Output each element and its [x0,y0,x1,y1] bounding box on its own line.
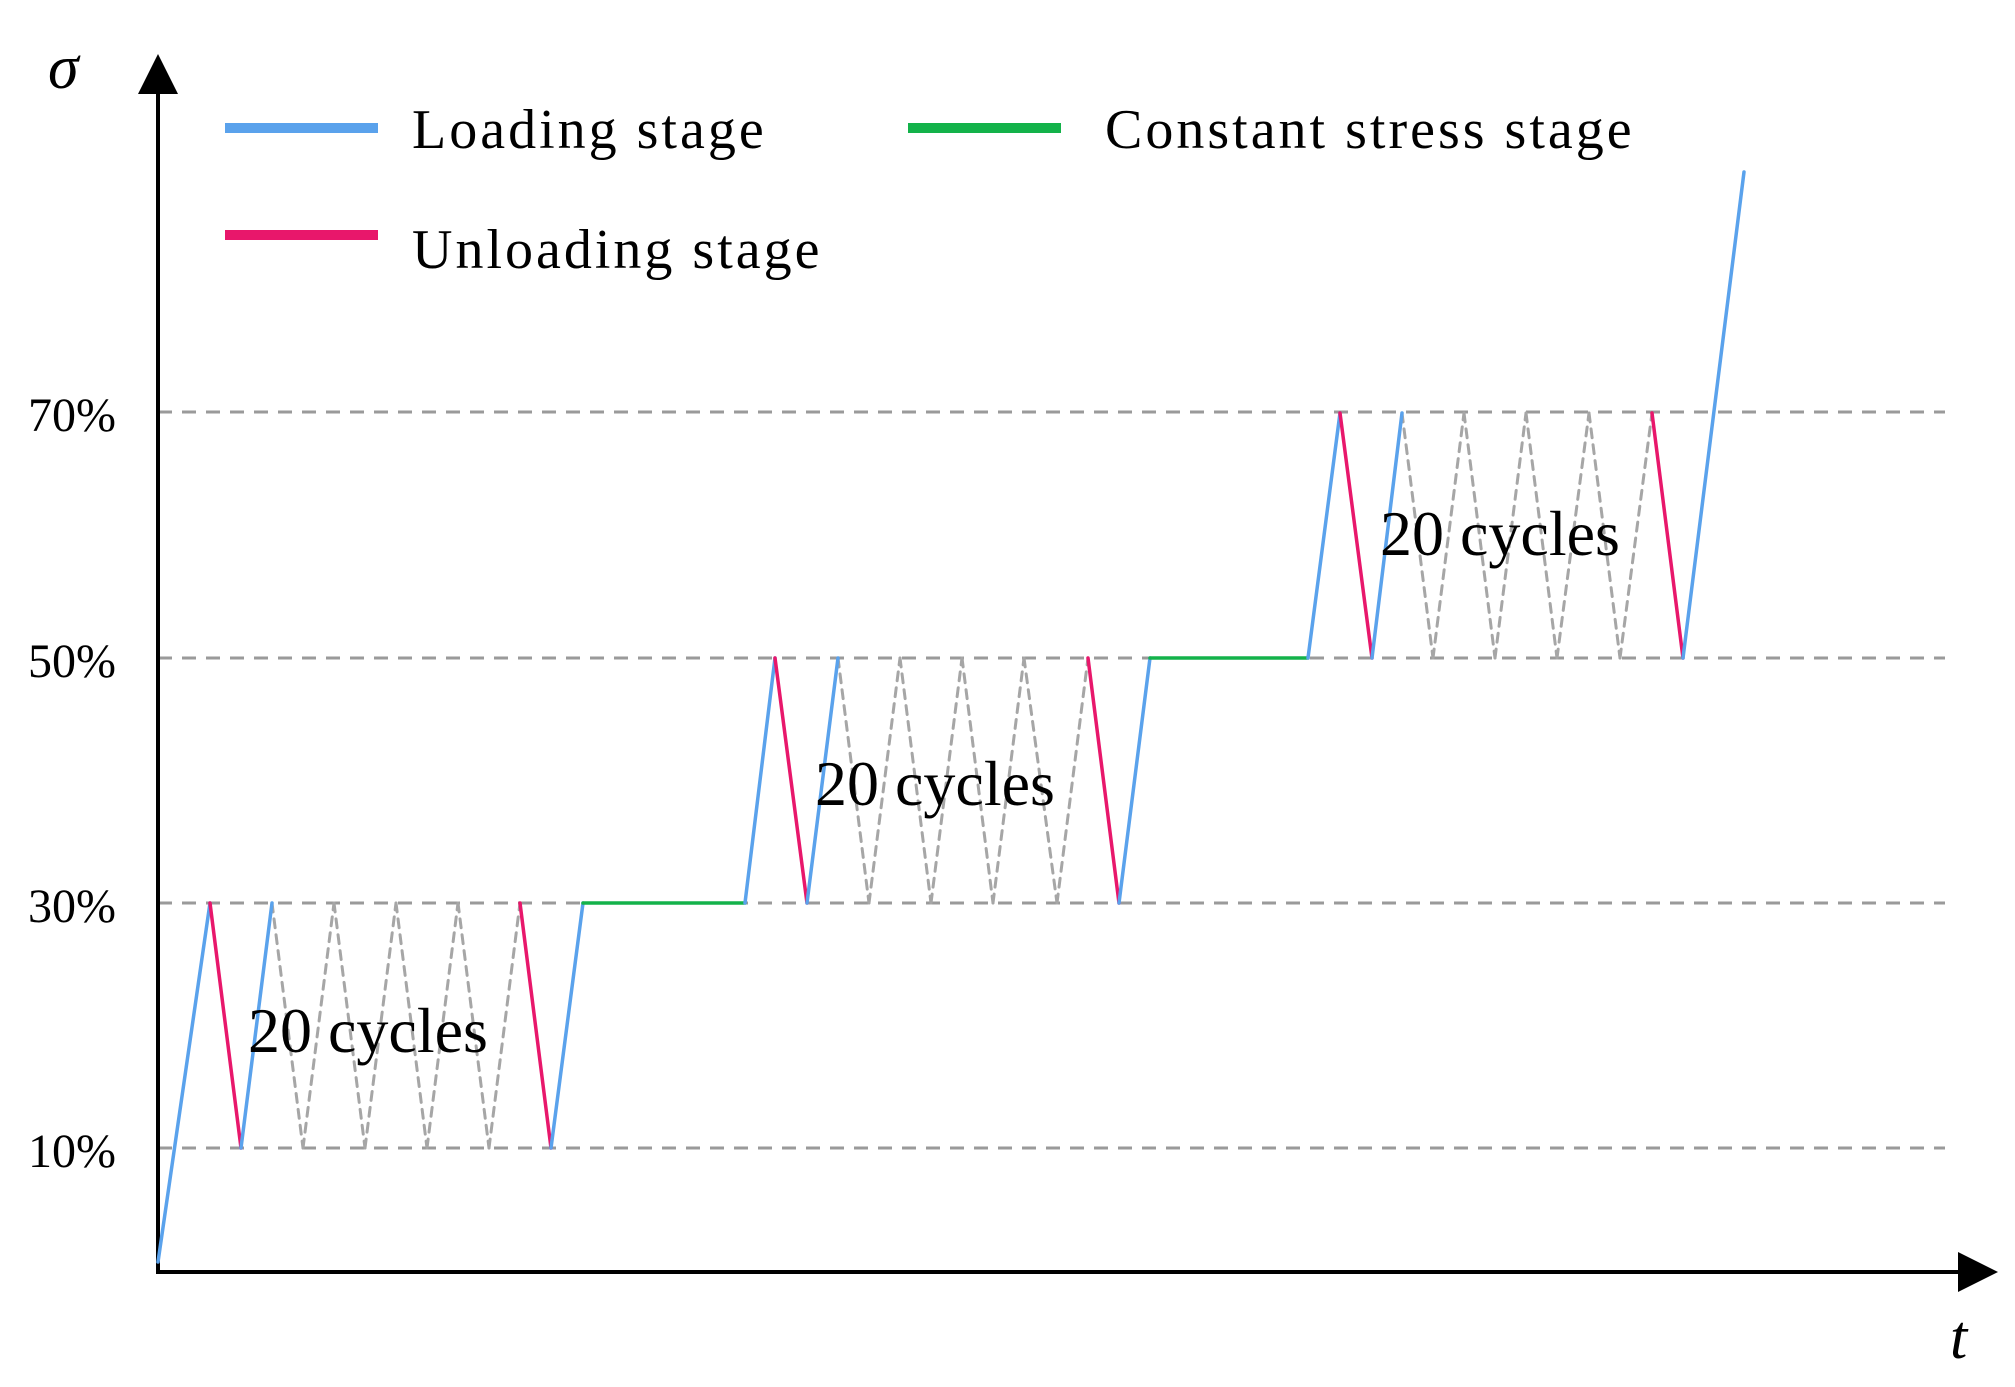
loading-segment-block3 [1306,411,1342,660]
y-tick-label-50: 50% [28,635,116,688]
y-tick-label-30: 30% [28,880,116,933]
y-tick-label-70: 70% [28,389,116,442]
cycle-up-block3-2 [1555,411,1591,660]
x-axis-symbol: t [1950,1304,1969,1372]
y-tick-label-10: 10% [28,1125,116,1178]
reference-lines [158,410,1945,1150]
cycle-up-block1-3 [487,901,522,1150]
y-tick-labels: 70% 50% 30% 10% [28,389,116,1178]
cycle-down-block3-3 [1587,411,1622,660]
legend-label-constant: Constant stress stage [1105,99,1635,161]
final-loading-segment [1681,170,1746,660]
cycle-up-block1-2 [425,901,460,1150]
unloading-segment-block3-last [1650,411,1685,660]
cycle-up-block1-0 [301,901,336,1150]
y-axis-symbol: σ [48,34,81,102]
reload-segment-block2 [805,656,840,905]
stress-path [156,170,1746,1264]
cycle-up-block3-1 [1493,411,1528,660]
loading-to-hold-block2 [1117,656,1152,905]
cycle-down-block1-0 [270,901,305,1150]
cycle-down-block3-1 [1462,411,1497,660]
cycle-down-block2-3 [1022,656,1059,905]
cycle-down-block2-0 [836,656,871,905]
cycle-up-block2-2 [991,656,1026,905]
reload-segment-block3 [1370,411,1404,660]
cycle-up-block1-1 [363,901,398,1150]
unloading-segment-block1-last [518,901,553,1150]
cycle-up-block2-3 [1055,656,1090,905]
cycle-down-block1-2 [394,901,429,1150]
cycles-annotation-block2: 20 cycles [815,748,1055,819]
cycle-segments [270,411,1654,1150]
loading-to-hold-block1 [549,901,585,1150]
cycle-up-block2-1 [929,656,964,905]
cycle-up-block3-0 [1431,411,1466,660]
cycle-down-block1-1 [332,901,367,1150]
cycles-annotation-block1: 20 cycles [248,995,488,1066]
legend-label-unloading: Unloading stage [412,219,822,281]
unloading-segment-block2-last [1086,656,1121,905]
unloading-segment-block2-first [773,656,809,905]
reload-segment-block1 [239,901,274,1150]
unloading-segment-block3-first [1338,411,1374,660]
cycle-down-block2-2 [960,656,995,905]
loading-segment-block2 [743,656,777,905]
cycle-down-block3-0 [1400,411,1435,660]
axes [138,54,1998,1292]
cycles-annotation-block3: 20 cycles [1380,498,1620,569]
cycle-down-block3-2 [1524,411,1559,660]
unloading-segment-block1-first [208,901,243,1150]
cycle-down-block2-1 [898,656,933,905]
legend: Loading stage Constant stress stage Unlo… [225,99,1635,281]
cycle-down-block1-3 [456,901,491,1150]
loading-segment-block1 [156,901,212,1264]
legend-label-loading: Loading stage [412,99,767,161]
cycle-up-block3-3 [1618,411,1654,660]
cycle-up-block2-0 [867,656,902,905]
